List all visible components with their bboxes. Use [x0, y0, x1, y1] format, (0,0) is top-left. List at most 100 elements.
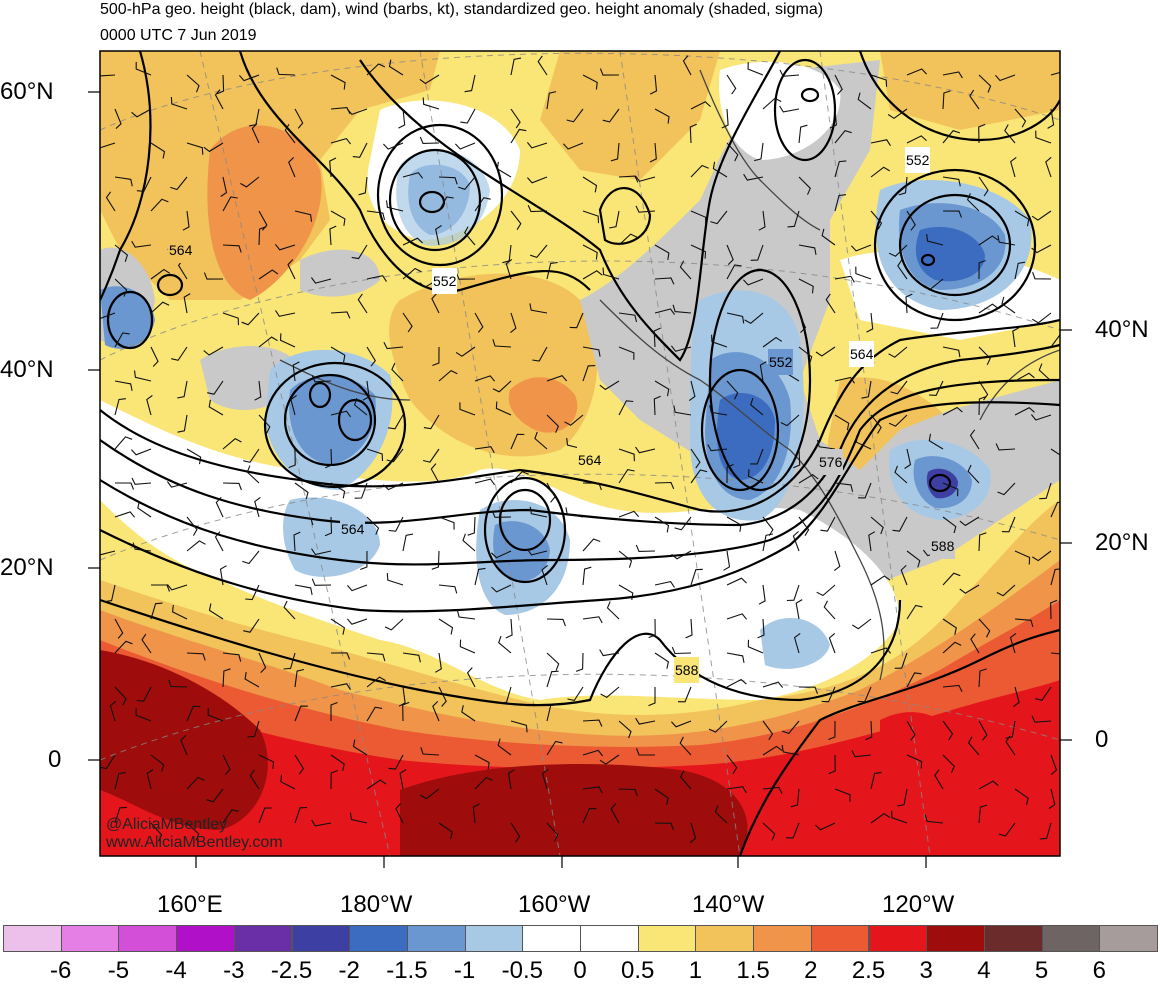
wind-barb: [816, 584, 836, 597]
wind-barb: [834, 414, 850, 431]
wind-barb: [402, 267, 422, 280]
lon-label: 160°E: [157, 891, 223, 918]
colorbar-label: -4: [165, 957, 187, 984]
wind-barb: [793, 632, 801, 654]
wind-barb: [360, 550, 368, 571]
wind-barb: [382, 142, 404, 150]
chart-title: 500-hPa geo. height (black, dam), wind (…: [100, 1, 824, 18]
wind-barb: [795, 599, 803, 620]
wind-barb: [707, 444, 728, 452]
wind-barb: [928, 433, 944, 450]
wind-barb: [618, 584, 634, 600]
wind-barb: [690, 101, 711, 110]
wind-barb: [978, 780, 999, 790]
wind-barb: [168, 679, 188, 688]
wind-barb: [820, 516, 836, 532]
wind-barb: [978, 346, 991, 366]
wind-barb: [214, 531, 224, 552]
wind-barb: [1050, 754, 1058, 776]
wind-barb: [280, 774, 296, 790]
wind-barb: [492, 380, 512, 393]
wind-barb: [1009, 632, 1017, 654]
wind-barb: [821, 686, 836, 703]
wind-barb: [834, 160, 847, 178]
wind-barb: [357, 293, 368, 314]
wind-barb: [534, 431, 548, 450]
wind-barb: [786, 584, 800, 602]
wind-barb: [671, 646, 692, 655]
wind-barb: [532, 346, 548, 362]
wind-barb: [474, 312, 484, 333]
wind-barb: [294, 754, 305, 775]
wind-barb: [888, 244, 908, 257]
wind-barb: [186, 516, 198, 536]
wind-barb: [537, 55, 548, 76]
wind-barb: [997, 482, 1016, 496]
wind-barb: [398, 108, 406, 129]
wind-barb: [150, 754, 165, 772]
contour-label: 552: [768, 349, 794, 375]
wind-barb: [682, 55, 692, 76]
wind-barb: [582, 176, 598, 193]
wind-barb: [1031, 715, 1052, 723]
wind-barb: [888, 414, 908, 427]
wind-barb: [654, 481, 675, 490]
colorbar-label: 5: [1034, 957, 1049, 984]
wind-barb: [887, 108, 908, 119]
wind-barb: [215, 497, 224, 518]
wind-barb: [828, 632, 836, 654]
wind-barb: [402, 701, 410, 722]
wind-barb: [569, 312, 584, 329]
wind-barb: [258, 226, 267, 246]
wind-barb: [254, 496, 261, 518]
wind-barb: [798, 278, 814, 294]
wind-barb: [672, 304, 692, 314]
contour-label: 564: [849, 341, 875, 367]
wind-barb: [461, 705, 476, 722]
wind-barb: [114, 511, 136, 518]
wind-barb: [366, 676, 386, 688]
wind-barb: [114, 380, 133, 391]
wind-barb: [114, 176, 133, 187]
wind-barb: [861, 380, 872, 399]
wind-barb: [311, 578, 332, 586]
wind-barb: [294, 108, 304, 129]
wind-barb: [529, 303, 548, 314]
wind-barb: [330, 683, 351, 690]
wind-barb: [455, 346, 476, 357]
wind-barb: [203, 272, 224, 280]
colorbar-label: -5: [107, 957, 130, 984]
wind-barb: [330, 618, 346, 635]
wind-barb: [890, 380, 908, 395]
wind-barb: [329, 157, 337, 178]
wind-barb: [292, 361, 300, 382]
wind-barb: [294, 482, 309, 500]
wind-barb: [438, 176, 458, 185]
lat-label-right: 40°N: [1095, 316, 1149, 343]
wind-barb: [244, 672, 260, 688]
wind-barb: [894, 465, 908, 484]
wind-barb: [679, 736, 692, 756]
wind-barb: [924, 278, 944, 290]
wind-barb: [186, 74, 200, 93]
lat-label-left: 40°N: [0, 356, 54, 383]
wind-barb: [654, 516, 670, 533]
wind-barb: [978, 303, 999, 314]
wind-barb: [906, 68, 928, 76]
wind-barb: [1012, 327, 1020, 348]
colorbar-swatch: [522, 925, 581, 952]
contour-label: 564: [577, 447, 603, 473]
lon-label: 140°W: [692, 891, 765, 918]
wind-barb: [743, 173, 764, 181]
wind-barb: [245, 584, 260, 601]
wind-barb: [689, 123, 697, 144]
wind-barb: [966, 193, 980, 212]
wind-barb: [1014, 407, 1035, 416]
colorbar-label: -3: [223, 957, 245, 984]
wind-barb: [654, 652, 670, 669]
wind-barb: [330, 410, 352, 418]
wind-barb: [970, 633, 980, 654]
colorbar-label: 0.5: [621, 957, 655, 984]
wind-barb: [978, 259, 986, 280]
wind-barb: [978, 235, 999, 246]
